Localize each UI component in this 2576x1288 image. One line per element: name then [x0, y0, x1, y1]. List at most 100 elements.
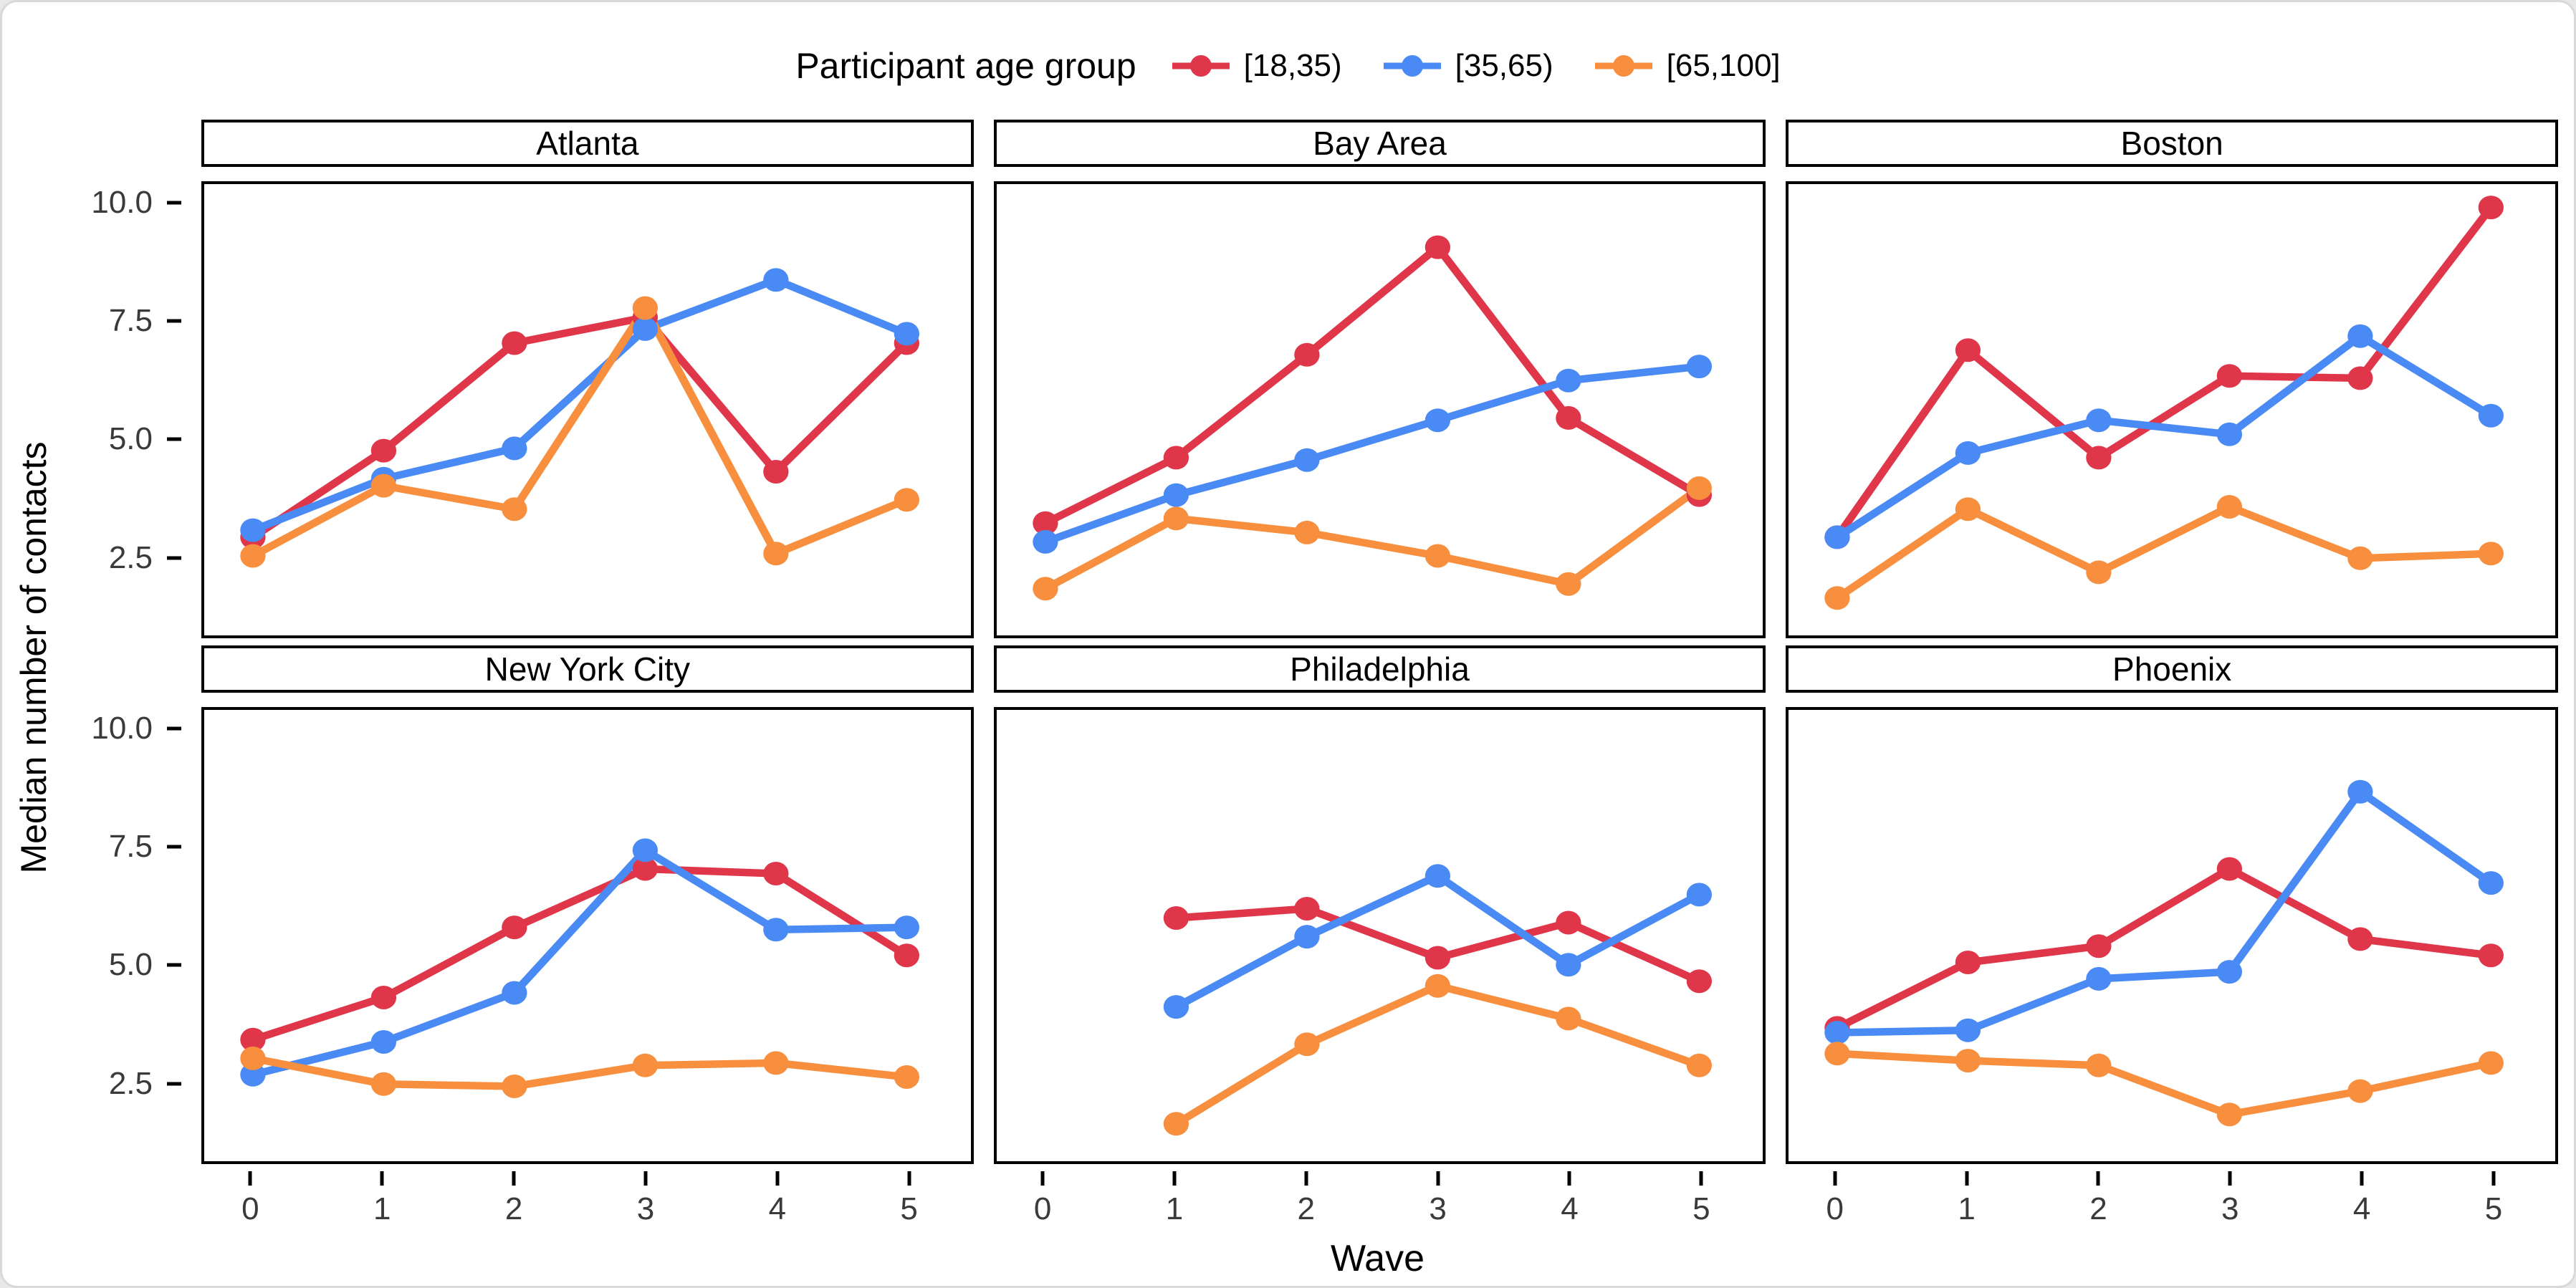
panel-canvas [1032, 235, 1712, 601]
y-tick-mark [167, 437, 181, 441]
data-point [2347, 324, 2373, 348]
series-line-[18,35) [1835, 865, 2492, 1032]
x-tick-mark [380, 1171, 384, 1186]
panel-canvas [1163, 864, 1712, 1136]
series-line-[35,65) [1043, 362, 1700, 546]
data-point [2347, 1079, 2373, 1103]
x-tick-label: 2 [1297, 1191, 1316, 1226]
plot-area: Median number of contacts 2.5 5.0 7.5 10.0 A… [2, 120, 2574, 1286]
x-tick-mark [248, 1171, 252, 1186]
facet-strip: Boston [1786, 120, 2558, 167]
y-tick-label: 7.5 [108, 829, 153, 865]
data-point [2479, 871, 2504, 895]
data-point [1555, 910, 1581, 935]
x-tick-label: 3 [636, 1191, 655, 1226]
x-tick-mark [2491, 1171, 2496, 1186]
data-point [1425, 408, 1450, 433]
data-point [1555, 572, 1581, 596]
facet-strip: Bay Area [993, 120, 1766, 167]
data-point [1824, 1021, 1850, 1044]
data-point [2347, 366, 2373, 390]
facet-strip: Atlanta [201, 120, 974, 167]
x-tick-mark [512, 1171, 516, 1186]
data-point [1032, 577, 1058, 601]
facet-strip-label: New York City [484, 650, 690, 688]
x-axis: 0 1 2 3 4 5 [1786, 1171, 2558, 1237]
x-axis: 0 1 2 3 4 5 [201, 1171, 974, 1237]
facet-strip-label: Phoenix [2112, 650, 2232, 688]
data-point [2086, 1053, 2112, 1077]
x-tick-mark [775, 1171, 780, 1186]
data-point [1425, 974, 1450, 998]
data-point [502, 1075, 527, 1098]
facet-strip-label: Atlanta [536, 125, 639, 162]
x-tick-label: 0 [1033, 1191, 1052, 1226]
data-point [1555, 368, 1581, 393]
x-tick-mark [643, 1171, 648, 1186]
data-point [763, 862, 789, 885]
data-point [2217, 495, 2243, 519]
x-tick-label: 5 [2484, 1191, 2503, 1226]
x-tick-mark [1172, 1171, 1177, 1186]
data-point [2217, 422, 2243, 446]
x-tick-label: 4 [768, 1191, 787, 1226]
series-line-[18,35) [250, 313, 910, 541]
data-point [240, 1046, 266, 1070]
data-point [1425, 544, 1450, 568]
facet-atlanta: Atlanta [201, 120, 974, 638]
data-point [1555, 1006, 1581, 1031]
y-tick-mark [167, 201, 181, 205]
data-point [1955, 951, 1981, 974]
data-point [1032, 529, 1058, 554]
x-tick-label: 0 [241, 1191, 259, 1226]
x-tick-label: 2 [504, 1191, 523, 1226]
y-tick-mark [167, 319, 181, 323]
facet-panel [201, 707, 974, 1164]
series-line-[65,100] [1837, 1049, 2492, 1118]
series-line-[65,100] [252, 1054, 907, 1090]
y-tick-mark [167, 1082, 181, 1086]
data-point [1163, 506, 1189, 531]
data-point [1686, 355, 1712, 379]
data-point [2086, 446, 2112, 470]
legend-title: Participant age group [795, 46, 1136, 86]
legend-item: [65,100] [1594, 48, 1781, 84]
data-point [1955, 441, 1981, 465]
series-line-[35,65) [1835, 332, 2494, 541]
x-tick-label: 3 [1429, 1191, 1447, 1226]
data-point [1163, 483, 1189, 507]
legend-line-point-icon [1594, 55, 1652, 77]
x-tick-mark [1699, 1171, 1703, 1186]
legend-line-point-icon [1172, 55, 1230, 77]
data-point [2479, 542, 2504, 566]
data-point [894, 1065, 919, 1089]
panel-canvas [1824, 196, 2504, 610]
data-point [2086, 934, 2112, 958]
data-point [1955, 497, 1981, 522]
data-point [2086, 408, 2112, 433]
data-point [240, 1027, 266, 1052]
data-point [632, 857, 659, 881]
data-point [2217, 364, 2243, 388]
data-point [894, 488, 919, 512]
data-point [763, 460, 789, 484]
facet-strip: Philadelphia [993, 645, 1766, 693]
y-tick-label: 10.0 [91, 184, 153, 220]
data-point [1163, 446, 1189, 470]
data-point [894, 943, 919, 968]
data-point [632, 838, 659, 862]
x-tick-label: 5 [900, 1191, 918, 1226]
data-point [370, 474, 397, 498]
data-point [1163, 906, 1189, 930]
series-line-[35,65) [1837, 787, 2494, 1037]
data-point [1686, 969, 1712, 994]
x-tick-mark [2360, 1171, 2364, 1186]
data-point [1686, 476, 1712, 500]
panel-canvas [1824, 779, 2504, 1127]
legend-item-label: [18,35) [1243, 48, 1342, 83]
facet-strip-label: Bay Area [1313, 125, 1447, 162]
y-axis: 2.5 5.0 7.5 10.0 [2, 120, 181, 638]
x-tick-label: 4 [1561, 1191, 1579, 1226]
data-point [1555, 953, 1581, 977]
